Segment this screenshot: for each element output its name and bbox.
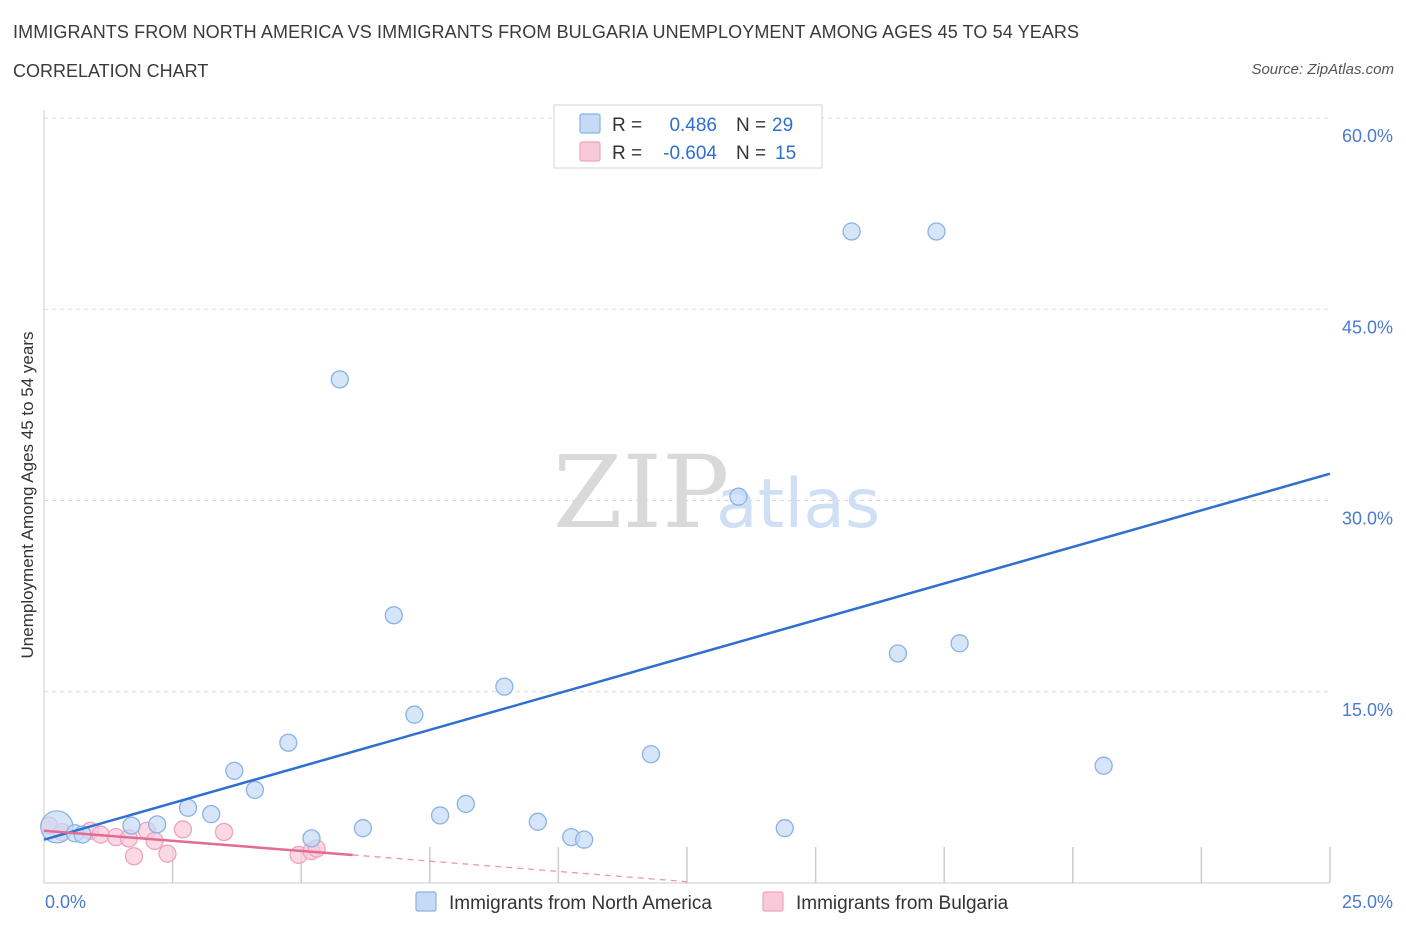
y-tick-label-2: 45.0% <box>1342 317 1393 337</box>
north-america-point-17 <box>495 677 514 696</box>
north-america-point-24 <box>842 222 861 241</box>
north-america-point-23 <box>775 819 794 838</box>
legend-swatch-bulgaria <box>579 141 601 162</box>
north-america-point-27 <box>950 634 969 653</box>
y-tick-label-1: 30.0% <box>1342 509 1393 529</box>
bulgaria-point-11 <box>214 822 234 842</box>
watermark-atlas: atlas <box>716 465 880 544</box>
watermark: ZIP atlas <box>553 434 880 551</box>
bulgaria-trend-line <box>43 829 353 857</box>
x-tick-label-max: 25.0% <box>1342 892 1393 912</box>
source-label: Source: ZipAtlas.com <box>1251 61 1394 78</box>
y-axis-label: Unemployment Among Ages 45 to 54 years <box>18 332 37 659</box>
watermark-zip: ZIP <box>553 434 729 551</box>
bottom-legend-swatch-bulgaria <box>762 891 784 912</box>
north-america-point-5 <box>178 798 198 817</box>
bulgaria-trend-line-extension <box>352 854 688 883</box>
bottom-legend-label-north-america: Immigrants from North America <box>449 893 712 914</box>
north-america-point-14 <box>405 705 424 724</box>
north-america-point-21 <box>641 745 661 764</box>
north-america-point-12 <box>353 819 373 838</box>
y-tick-label-3: 60.0% <box>1342 126 1393 146</box>
y-tick-label-0: 15.0% <box>1342 700 1393 720</box>
north-america-point-22 <box>729 487 748 506</box>
north-america-point-6 <box>202 805 221 824</box>
x-tick-label-min: 0.0% <box>45 892 86 912</box>
north-america-point-8 <box>245 780 265 800</box>
north-america-point-4 <box>148 815 167 834</box>
north-america-point-18 <box>528 812 547 831</box>
north-america-point-16 <box>456 794 475 814</box>
north-america-point-26 <box>927 222 946 241</box>
legend-n-label-bulgaria: N = <box>736 143 766 164</box>
trend-lines <box>43 472 1331 883</box>
chart-title: IMMIGRANTS FROM NORTH AMERICA VS IMMIGRA… <box>13 22 1080 42</box>
legend-r-value-north-america: 0.486 <box>669 115 717 136</box>
bulgaria-point-9 <box>158 844 177 863</box>
bottom-legend-label-bulgaria: Immigrants from Bulgaria <box>796 893 1009 914</box>
bulgaria-point-10 <box>173 820 193 839</box>
legend-n-value-bulgaria: 15 <box>775 143 796 164</box>
bottom-legend: Immigrants from North America Immigrants… <box>415 891 1009 914</box>
north-america-point-28 <box>1094 756 1113 775</box>
north-america-point-15 <box>430 806 450 825</box>
north-america-point-7 <box>225 761 244 780</box>
legend-r-label-bulgaria: R = <box>612 143 642 164</box>
y-tick-labels: 15.0% 30.0% 45.0% 60.0% <box>1342 126 1393 720</box>
legend-n-label-north-america: N = <box>736 115 766 136</box>
legend-r-label-north-america: R = <box>612 115 642 136</box>
north-america-point-10 <box>302 829 321 848</box>
north-america-point-11 <box>330 370 349 389</box>
series-north-america-points <box>40 222 1113 849</box>
chart-subtitle: CORRELATION CHART <box>13 61 209 81</box>
north-america-point-3 <box>122 816 141 835</box>
legend-n-value-north-america: 29 <box>772 115 793 136</box>
legend-swatch-north-america <box>579 113 601 134</box>
legend-r-value-bulgaria: -0.604 <box>663 143 717 164</box>
bottom-legend-swatch-north-america <box>415 891 437 912</box>
north-america-trend-line <box>43 472 1331 841</box>
bulgaria-point-6 <box>124 847 144 866</box>
gridlines <box>44 117 1330 693</box>
north-america-point-20 <box>574 830 594 849</box>
north-america-point-9 <box>279 733 298 752</box>
north-america-point-25 <box>888 644 908 663</box>
stats-legend: R = 0.486 N = 29 R = -0.604 N = 15 <box>553 104 823 169</box>
x-ticks <box>171 847 1331 883</box>
north-america-point-13 <box>384 606 403 625</box>
